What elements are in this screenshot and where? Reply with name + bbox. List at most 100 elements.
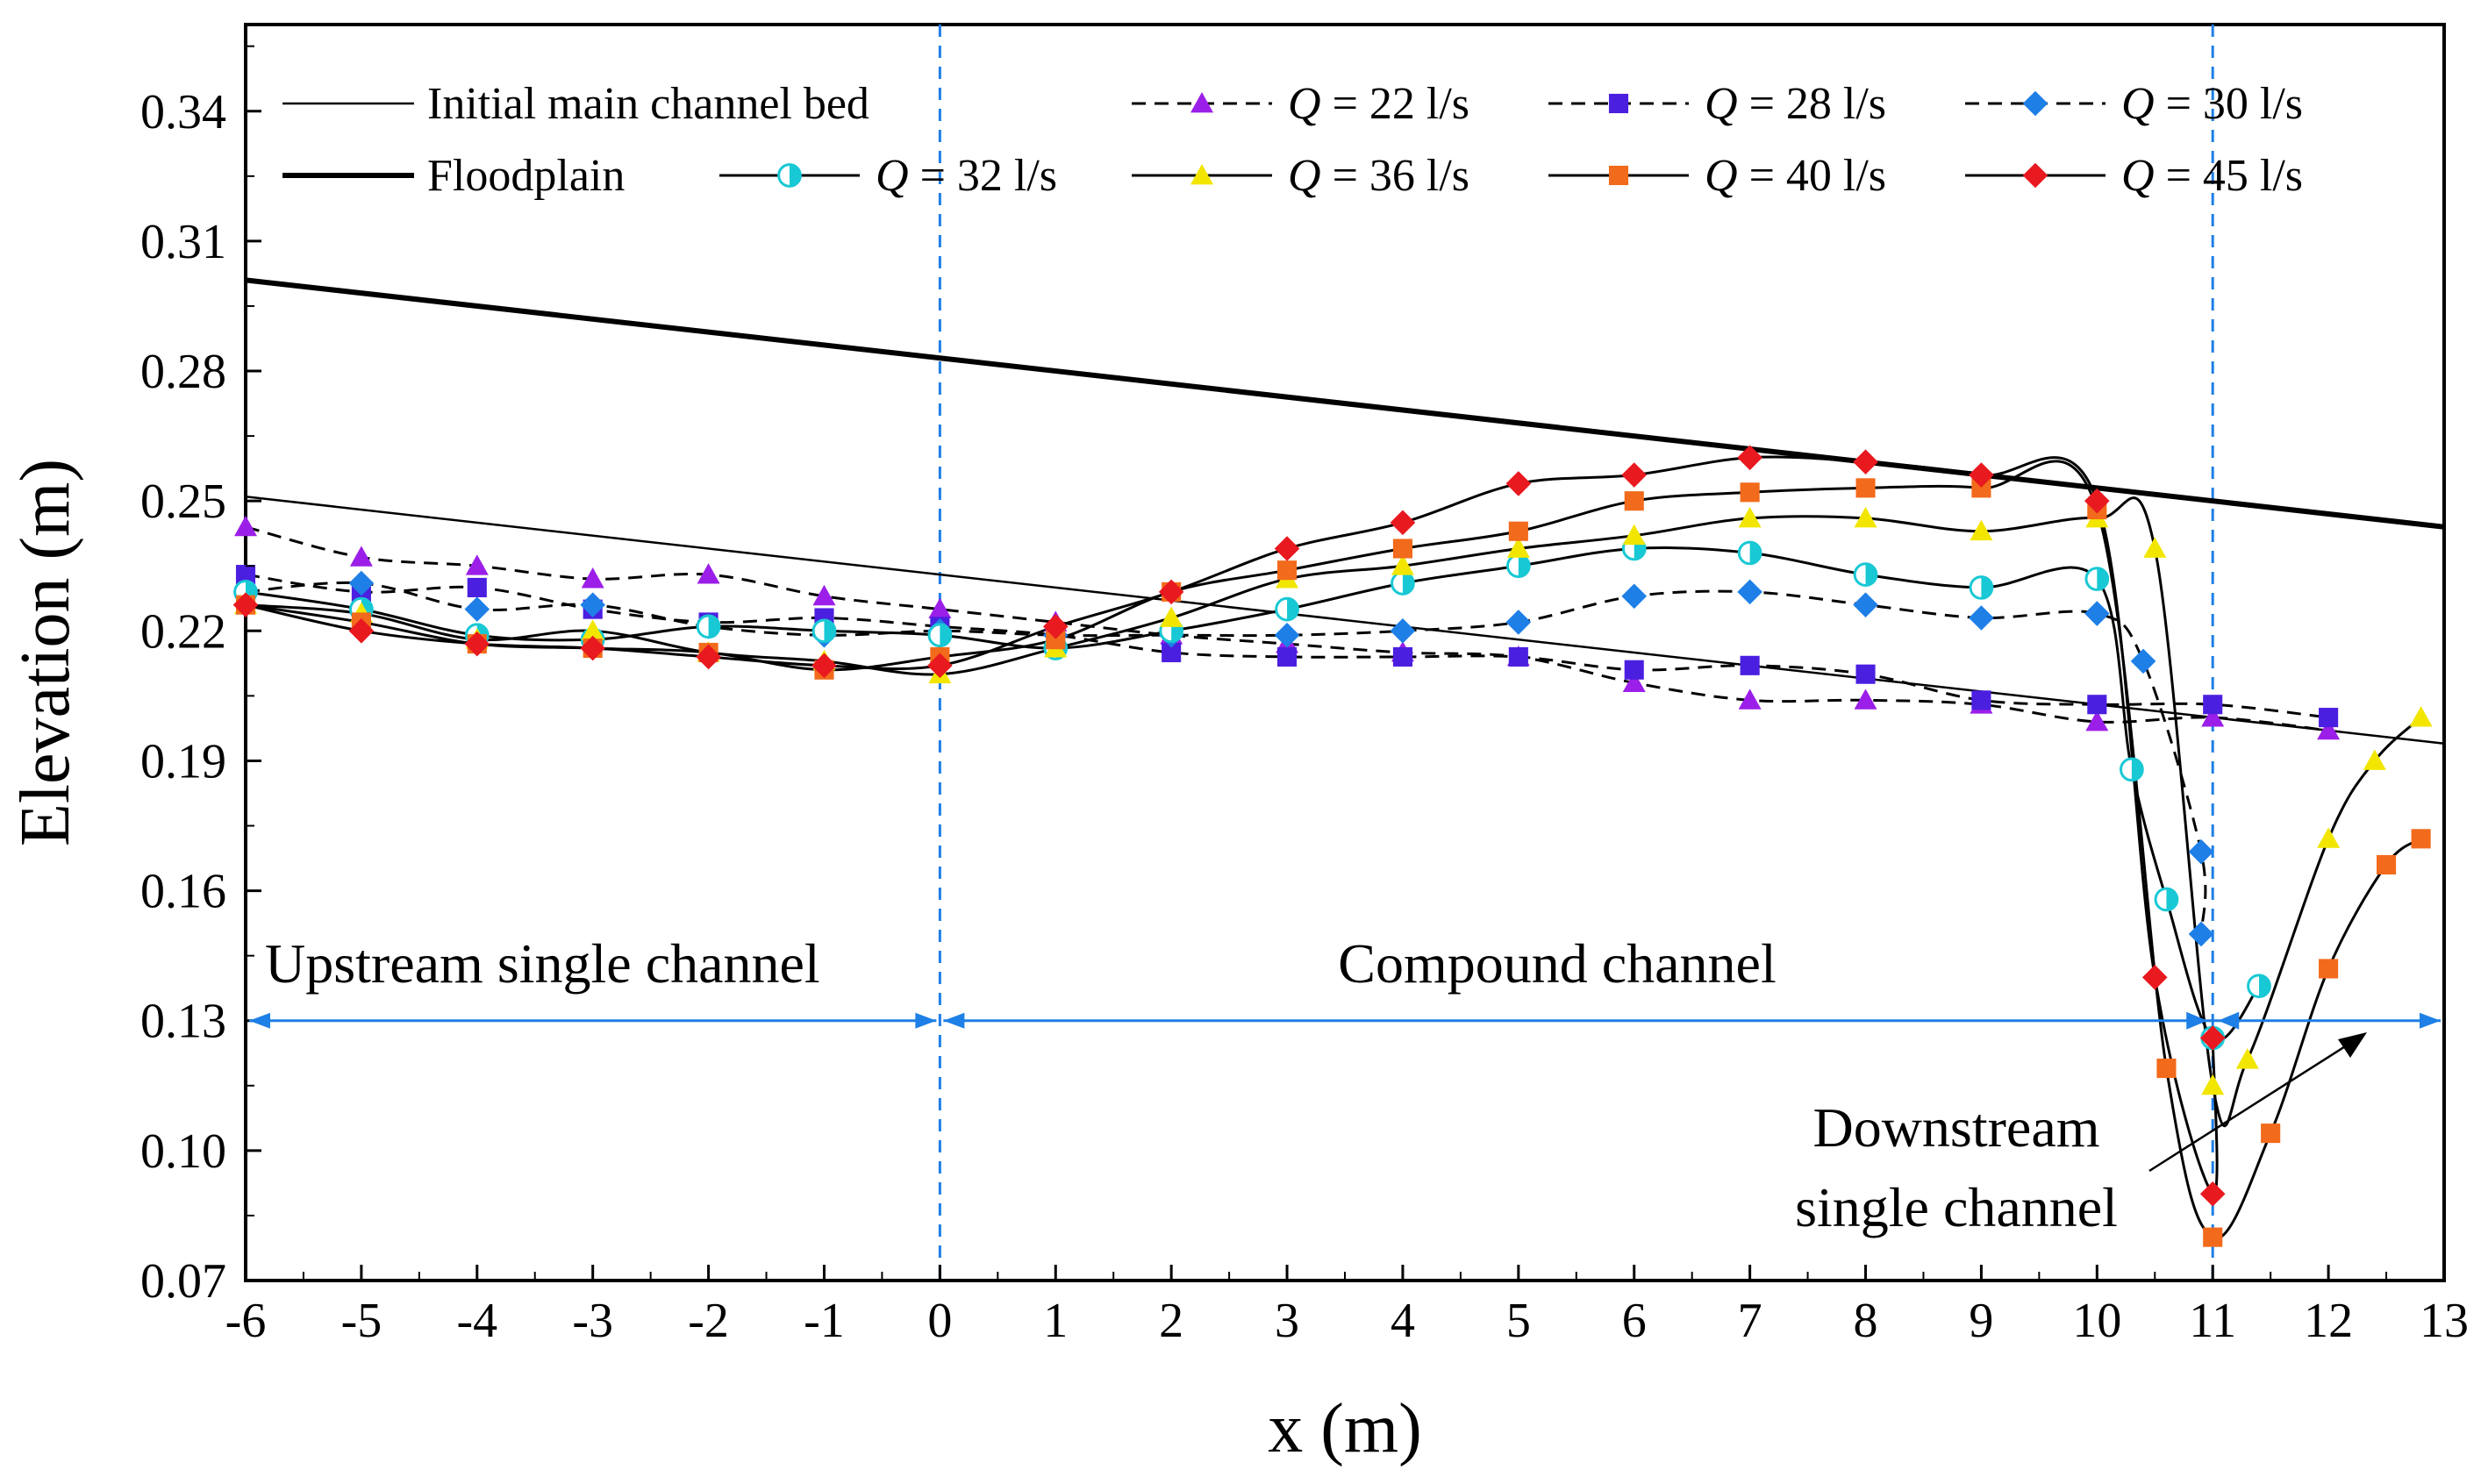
downstream-arrowhead-right — [2218, 1011, 2240, 1030]
initial-bed-line — [246, 495, 2444, 745]
data-point — [2247, 974, 2271, 999]
data-point — [1508, 521, 1528, 541]
data-point — [2087, 695, 2107, 715]
data-point — [811, 653, 837, 679]
data-point — [1505, 471, 1532, 496]
downstream-arrowhead-left — [2186, 1011, 2208, 1030]
data-point — [1505, 553, 1531, 579]
data-point — [2141, 965, 2168, 990]
data-point — [1740, 655, 1760, 675]
data-point — [1274, 622, 1300, 648]
data-point — [348, 618, 375, 644]
y-tick-label: 0.16 — [140, 865, 226, 919]
data-point — [2203, 1227, 2223, 1247]
data-point — [2120, 757, 2144, 782]
data-point — [2261, 1124, 2281, 1144]
data-point — [2143, 537, 2167, 558]
x-tick-label: 0 — [927, 1294, 952, 1348]
data-point — [1391, 571, 1415, 596]
data-point — [1277, 646, 1298, 667]
data-point — [2203, 695, 2223, 715]
y-tick-label: 0.10 — [140, 1124, 226, 1179]
data-point — [1971, 478, 1991, 498]
data-point — [2188, 921, 2214, 947]
x-tick-label: 13 — [2420, 1294, 2469, 1348]
data-point — [464, 631, 490, 657]
data-point — [1969, 462, 1994, 488]
data-point — [1738, 688, 1762, 710]
x-tick-label: -5 — [341, 1294, 382, 1348]
downstream-label-line1: Downstream — [1812, 1096, 2099, 1159]
x-tick-label: 11 — [2189, 1294, 2236, 1348]
data-point — [467, 577, 487, 597]
legend-marker — [1608, 93, 1629, 114]
reference-lines — [246, 277, 2444, 745]
legend-entry-series-2: Q = 28 l/s — [1548, 79, 1886, 129]
data-point — [1853, 562, 1878, 587]
legend-entry-series-6: Q = 40 l/s — [1548, 151, 1886, 201]
y-axis-title: Elevation (m) — [7, 459, 84, 846]
y-tick-label: 0.31 — [140, 215, 226, 269]
data-point — [1042, 614, 1069, 639]
data-point — [1624, 660, 1644, 680]
compound-extent-arrow — [943, 1012, 2441, 1029]
series-line-7 — [246, 455, 2219, 1195]
x-tick-label: -6 — [225, 1294, 267, 1348]
x-axis-title: x (m) — [1268, 1390, 1422, 1467]
data-point — [1737, 579, 1762, 605]
data-point — [234, 515, 257, 537]
data-point — [1737, 540, 1762, 566]
data-point — [2363, 749, 2386, 770]
data-point — [1162, 642, 1182, 663]
legend-marker — [1608, 165, 1629, 186]
data-point — [1390, 510, 1416, 536]
legend-label: Initial main channel bed — [427, 79, 869, 129]
data-point — [1621, 583, 1648, 610]
data-point — [1969, 575, 1994, 600]
data-point — [928, 597, 952, 619]
axis-ticks: -6 -5 -4 -3 -2 -1 0 1 2 3 4 5 6 7 8 9 10 11 12 130.070.100.… — [140, 45, 2469, 1348]
data-point — [1391, 554, 1414, 575]
data-point — [2084, 567, 2110, 591]
data-point — [697, 563, 720, 584]
data-point — [2156, 1058, 2177, 1079]
data-point — [1971, 690, 1991, 710]
data-point — [2201, 706, 2225, 727]
y-tick-label: 0.34 — [140, 85, 226, 139]
data-point — [349, 546, 373, 567]
x-tick-label: 10 — [2072, 1294, 2121, 1348]
data-point — [1740, 482, 1760, 503]
legend-label: Q = 32 l/s — [876, 151, 1057, 201]
series-line-5 — [246, 496, 2422, 1127]
data-point — [2084, 488, 2110, 514]
data-point — [1275, 596, 1299, 622]
upstream-label: Upstream single channel — [265, 932, 820, 995]
x-tick-label: 4 — [1391, 1294, 1415, 1348]
legend-entry-floodplain: Floodplain — [282, 151, 625, 201]
data-point — [2154, 887, 2179, 912]
data-point — [1854, 506, 1877, 528]
data-point — [2085, 710, 2109, 731]
plot-frame — [244, 23, 2446, 1282]
legend-entry-series-1: Q = 22 l/s — [1132, 79, 1469, 129]
data-point — [580, 592, 605, 617]
x-tick-label: -2 — [688, 1294, 729, 1348]
downstream-pointer-arrow — [2148, 1032, 2367, 1173]
legend-marker — [777, 163, 802, 188]
y-tick-label: 0.13 — [140, 995, 226, 1049]
x-tick-label: 1 — [1043, 1294, 1068, 1348]
x-tick-label: 12 — [2304, 1294, 2353, 1348]
legend-marker — [1190, 164, 1213, 185]
x-tick-label: 8 — [1854, 1294, 1878, 1348]
data-point — [811, 618, 837, 644]
legend-entry-initial-bed: Initial main channel bed — [282, 79, 869, 129]
data-point — [2319, 708, 2339, 728]
x-tick-label: 6 — [1622, 1294, 1647, 1348]
data-point — [1505, 610, 1532, 635]
legend-entry-series-7: Q = 45 l/s — [1965, 151, 2303, 201]
x-tick-label: -4 — [456, 1294, 497, 1348]
data-point — [1622, 671, 1646, 692]
floodplain-line — [246, 277, 2444, 530]
data-point — [1738, 506, 1762, 528]
data-point — [2409, 706, 2433, 727]
